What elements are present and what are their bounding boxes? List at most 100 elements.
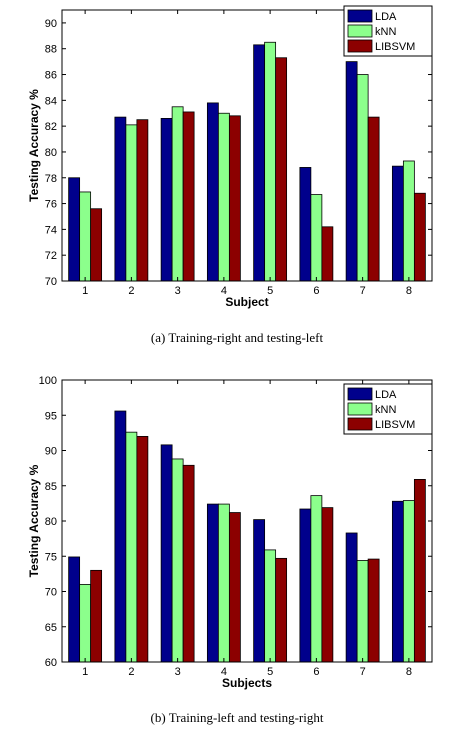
x-tick-label: 8 bbox=[406, 285, 412, 297]
bar-knn-4 bbox=[217, 112, 230, 282]
x-tick-label: 5 bbox=[267, 666, 273, 678]
legend-swatch-lda bbox=[347, 387, 373, 401]
bar-lda-6 bbox=[299, 167, 312, 282]
legend-swatch-libsvm bbox=[347, 39, 373, 53]
bar-lda-3 bbox=[160, 444, 173, 663]
bar-libsvm-3 bbox=[182, 111, 195, 282]
x-tick-label: 3 bbox=[175, 666, 181, 678]
bar-knn-1 bbox=[79, 191, 92, 282]
x-tick-label: 2 bbox=[128, 285, 134, 297]
bar-knn-8 bbox=[402, 500, 415, 663]
x-tick-label: 6 bbox=[313, 666, 319, 678]
y-tick-label: 78 bbox=[45, 173, 57, 185]
bar-lda-8 bbox=[391, 165, 404, 282]
x-tick-label: 8 bbox=[406, 666, 412, 678]
bar-lda-6 bbox=[299, 508, 312, 663]
bar-libsvm-6 bbox=[321, 507, 334, 663]
y-tick-label: 82 bbox=[45, 121, 57, 133]
y-tick-label: 72 bbox=[45, 250, 57, 262]
legend-label-knn: kNN bbox=[375, 26, 396, 38]
legend-swatch-libsvm bbox=[347, 417, 373, 431]
x-tick-label: 1 bbox=[82, 285, 88, 297]
bar-libsvm-7 bbox=[367, 116, 380, 282]
y-tick-label: 90 bbox=[45, 18, 57, 30]
y-tick-label: 90 bbox=[45, 446, 57, 458]
legend-swatch-knn bbox=[347, 402, 373, 416]
bar-knn-7 bbox=[356, 74, 369, 282]
x-tick-label: 4 bbox=[221, 285, 227, 297]
chart-panel-b: 60 65 70 75 80 85 90 95 100 1 2 3 4 5 6 7 8 Subjects Testi… bbox=[27, 375, 433, 725]
bar-knn-2 bbox=[125, 431, 138, 663]
x-tick-label: 7 bbox=[360, 666, 366, 678]
bar-lda-2 bbox=[114, 116, 127, 282]
bar-libsvm-2 bbox=[136, 435, 149, 663]
bar-libsvm-8 bbox=[413, 192, 426, 282]
plot-frame bbox=[61, 9, 433, 282]
bar-knn-8 bbox=[402, 160, 415, 282]
bar-knn-2 bbox=[125, 124, 138, 282]
bar-libsvm-4 bbox=[228, 115, 241, 282]
bar-lda-1 bbox=[68, 177, 81, 282]
figure-caption: (b) Training-left and testing-right bbox=[151, 710, 324, 725]
legend: LDA kNN LIBSVM bbox=[343, 383, 433, 435]
y-tick-label: 60 bbox=[45, 657, 57, 669]
bar-knn-3 bbox=[171, 458, 184, 663]
y-tick-label: 95 bbox=[45, 410, 57, 422]
x-tick-label: 6 bbox=[313, 285, 319, 297]
x-tick-label: 7 bbox=[360, 285, 366, 297]
bar-libsvm-6 bbox=[321, 226, 334, 282]
y-axis-label: Testing Accuracy % bbox=[27, 464, 41, 577]
bar-knn-4 bbox=[217, 503, 230, 663]
bar-libsvm-5 bbox=[275, 557, 288, 663]
bar-lda-3 bbox=[160, 118, 173, 282]
legend-label-libsvm: LIBSVM bbox=[375, 419, 415, 431]
y-axis-label: Testing Accuracy % bbox=[27, 89, 41, 202]
bar-libsvm-1 bbox=[90, 569, 103, 663]
y-tick-label: 80 bbox=[45, 147, 57, 159]
bar-lda-5 bbox=[253, 44, 266, 282]
bar-lda-2 bbox=[114, 410, 127, 663]
x-tick-label: 2 bbox=[128, 666, 134, 678]
y-tick-label: 76 bbox=[45, 199, 57, 211]
bar-lda-7 bbox=[345, 532, 358, 663]
y-tick-label: 70 bbox=[45, 276, 57, 288]
y-tick-label: 100 bbox=[39, 375, 57, 387]
figure-caption: (a) Training-right and testing-left bbox=[151, 330, 324, 345]
bar-knn-6 bbox=[310, 495, 323, 663]
bar-knn-3 bbox=[171, 106, 184, 282]
y-tick-label: 70 bbox=[45, 587, 57, 599]
bar-knn-5 bbox=[264, 41, 277, 282]
bar-libsvm-1 bbox=[90, 208, 103, 282]
bar-lda-1 bbox=[68, 556, 81, 663]
y-tick-label: 88 bbox=[45, 44, 57, 56]
bar-libsvm-8 bbox=[413, 479, 426, 663]
legend-label-knn: kNN bbox=[375, 404, 396, 416]
legend-label-lda: LDA bbox=[375, 389, 397, 401]
y-tick-label: 85 bbox=[45, 481, 57, 493]
bar-lda-4 bbox=[206, 503, 219, 663]
x-tick-label: 3 bbox=[175, 285, 181, 297]
y-tick-label: 80 bbox=[45, 516, 57, 528]
bar-lda-7 bbox=[345, 61, 358, 282]
bar-lda-4 bbox=[206, 102, 219, 282]
bar-knn-5 bbox=[264, 549, 277, 663]
y-tick-label: 84 bbox=[45, 95, 57, 107]
legend-swatch-lda bbox=[347, 9, 373, 23]
x-axis-label: Subject bbox=[225, 295, 268, 309]
bar-knn-6 bbox=[310, 194, 323, 282]
x-tick-label: 4 bbox=[221, 666, 227, 678]
legend-label-lda: LDA bbox=[375, 11, 397, 23]
legend-swatch-knn bbox=[347, 24, 373, 38]
y-tick-label: 86 bbox=[45, 70, 57, 82]
bar-libsvm-7 bbox=[367, 558, 380, 663]
y-tick-label: 75 bbox=[45, 551, 57, 563]
x-tick-label: 5 bbox=[267, 285, 273, 297]
bar-libsvm-4 bbox=[228, 512, 241, 663]
bar-knn-1 bbox=[79, 584, 92, 663]
y-tick-label: 74 bbox=[45, 224, 57, 236]
legend: LDA kNN LIBSVM bbox=[343, 5, 433, 57]
x-tick-label: 1 bbox=[82, 666, 88, 678]
bar-libsvm-2 bbox=[136, 119, 149, 282]
